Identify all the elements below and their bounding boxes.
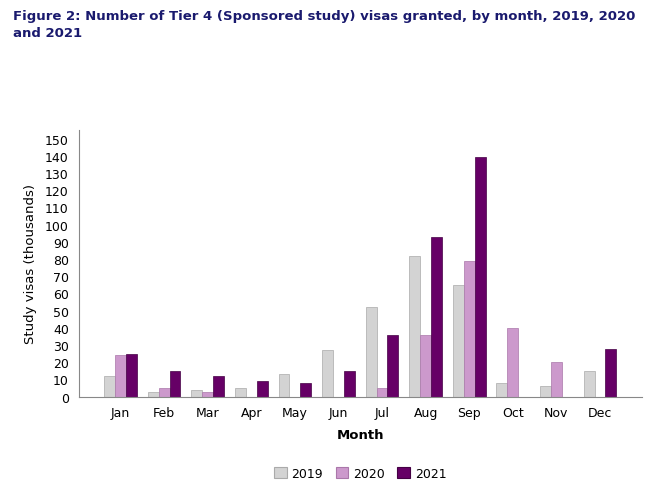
- Bar: [377, 388, 388, 397]
- Bar: [475, 158, 485, 397]
- Bar: [213, 376, 224, 397]
- Bar: [191, 390, 202, 397]
- Bar: [605, 349, 616, 397]
- Bar: [431, 237, 442, 397]
- Bar: [202, 392, 213, 397]
- Bar: [126, 354, 137, 397]
- Bar: [453, 285, 464, 397]
- Bar: [584, 371, 595, 397]
- Y-axis label: Study visas (thousands): Study visas (thousands): [24, 184, 37, 344]
- Bar: [301, 383, 311, 397]
- Bar: [365, 307, 377, 397]
- Bar: [170, 371, 181, 397]
- X-axis label: Month: Month: [337, 428, 384, 441]
- Bar: [148, 392, 159, 397]
- Bar: [159, 388, 170, 397]
- Bar: [409, 256, 420, 397]
- Bar: [344, 371, 355, 397]
- Bar: [420, 335, 431, 397]
- Bar: [322, 350, 333, 397]
- Bar: [104, 376, 115, 397]
- Bar: [551, 363, 562, 397]
- Bar: [257, 381, 268, 397]
- Legend: 2019, 2020, 2021: 2019, 2020, 2021: [269, 462, 451, 484]
- Text: Figure 2: Number of Tier 4 (Sponsored study) visas granted, by month, 2019, 2020: Figure 2: Number of Tier 4 (Sponsored st…: [13, 10, 635, 40]
- Bar: [278, 375, 290, 397]
- Bar: [115, 356, 126, 397]
- Bar: [388, 335, 398, 397]
- Bar: [464, 261, 475, 397]
- Bar: [235, 388, 246, 397]
- Bar: [496, 383, 508, 397]
- Bar: [508, 328, 518, 397]
- Bar: [540, 387, 551, 397]
